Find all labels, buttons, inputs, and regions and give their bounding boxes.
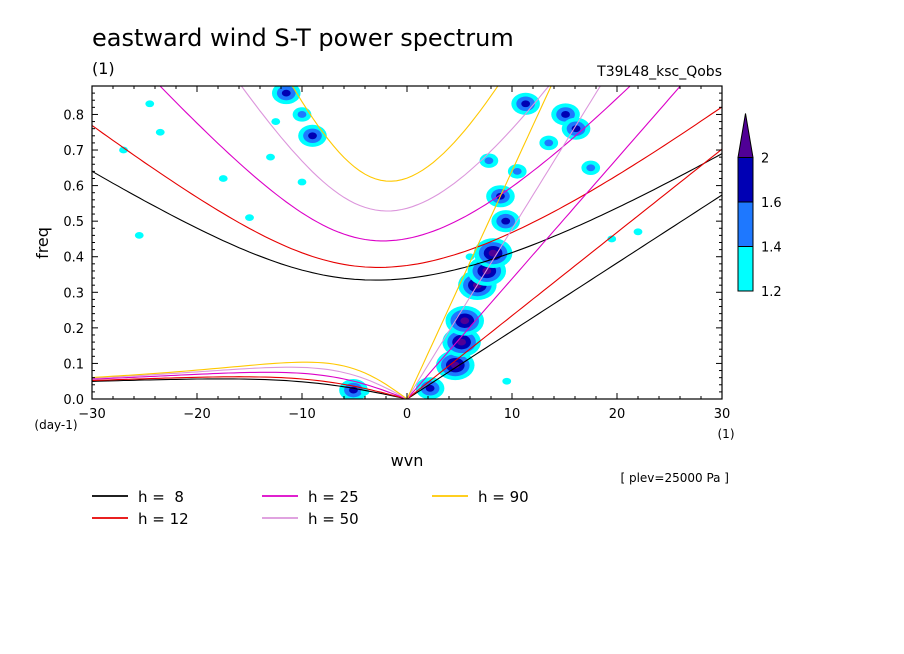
spectral-peak-12-level-2 (281, 89, 291, 97)
spectral-peak-18-level-1 (586, 164, 596, 172)
axis-ticks: −30 −20 −10 0 10 20 30 0.0 0.1 0.2 0.3 0.4 0.5 0.6 0.7… (63, 86, 730, 422)
spectral-peak-5-level-3 (488, 249, 498, 257)
gravity-curve-h90 (291, 86, 499, 182)
kelvin-curve-h25 (406, 86, 682, 399)
spectral-peak-4-level-3 (482, 267, 492, 275)
x-tick-label: 20 (609, 407, 626, 422)
spectral-peak-28-level-0 (297, 178, 307, 186)
legend-label-h90: h = 90 (478, 488, 529, 506)
x-tick-label: 0 (403, 407, 411, 422)
x-unit-label: (1) (718, 427, 735, 441)
spectral-peak-8-level-2 (521, 100, 531, 108)
colorbar-segment-2 (737, 157, 754, 203)
spectral-peak-2-level-3 (460, 317, 470, 325)
legend-label-h50: h = 50 (308, 510, 359, 528)
legend-label-h8: h = 8 (138, 488, 184, 506)
gravity-curve-h25 (159, 86, 631, 242)
x-tick-label: −20 (183, 407, 210, 422)
y-tick-label: 0.3 (63, 286, 84, 301)
spectral-peak-21-level-0 (145, 100, 155, 108)
legend-label-h12: h = 12 (138, 510, 189, 528)
kelvin-curve-h90 (406, 86, 552, 399)
spectral-peak-10-level-2 (571, 125, 581, 133)
spectral-peak-24-level-0 (266, 153, 275, 161)
rossby-curve-h50 (92, 366, 408, 399)
rossby-curve-h12 (92, 376, 408, 399)
spectral-peak-30-level-0 (633, 228, 643, 236)
y-unit-label: (day-1) (34, 418, 77, 432)
kelvin-curve-h8 (406, 194, 722, 399)
spectral-peak-23-level-0 (119, 146, 128, 154)
rossby-curve-h25 (92, 371, 408, 399)
y-tick-label: 0.7 (63, 144, 84, 159)
spectral-peak-32-level-0 (502, 377, 512, 385)
y-tick-label: 0.5 (63, 215, 84, 230)
pressure-level-label: [ plev=25000 Pa ] (620, 471, 729, 485)
rossby-curve-h90 (92, 361, 408, 399)
spectral-peak-16-level-1 (512, 167, 522, 175)
kelvin-curve-h12 (406, 148, 722, 399)
x-tick-label: 30 (714, 407, 731, 422)
colorbar: 1.2 1.4 1.6 2 (737, 113, 782, 300)
colorbar-label: 1.2 (761, 285, 782, 300)
y-tick-label: 0.0 (63, 393, 84, 408)
y-tick-label: 0.6 (63, 180, 84, 195)
chart-subtitle: (1) (92, 59, 115, 78)
spectral-peak-29-level-0 (607, 235, 617, 243)
kelvin-curve-h50 (406, 86, 602, 399)
colorbar-overflow-triangle (737, 113, 754, 158)
power-contours (119, 86, 643, 399)
spectral-peak-17-level-1 (544, 139, 554, 147)
spectral-peak-15-level-1 (484, 157, 494, 165)
y-tick-label: 0.4 (63, 251, 84, 266)
y-tick-label: 0.8 (63, 108, 84, 123)
spectral-peak-27-level-0 (245, 214, 254, 222)
spectral-peak-11-level-2 (308, 132, 317, 140)
spectral-peak-25-level-0 (218, 175, 228, 182)
spectral-peak-14-level-2 (425, 384, 435, 392)
colorbar-label: 2 (761, 152, 769, 167)
rossby-curve-h8 (92, 378, 408, 399)
spectral-peak-19-level-1 (297, 111, 307, 118)
x-axis-title: wvn (391, 451, 424, 470)
spectral-peak-22-level-0 (155, 128, 165, 136)
spectral-peak-9-level-2 (561, 111, 570, 118)
model-label: T39L48_ksc_Qobs (596, 64, 722, 80)
gravity-curve-h12 (92, 106, 722, 268)
x-tick-label: −30 (78, 407, 105, 422)
spectral-peak-7-level-2 (501, 217, 511, 225)
y-axis-title: freq (33, 227, 52, 259)
spectral-peak-1-level-3 (457, 338, 466, 346)
gravity-curve-h8 (92, 153, 722, 281)
curve-legend: h = 8 h = 12 h = 25 h = 50 h = 90 (92, 488, 529, 528)
y-tick-label: 0.2 (63, 322, 84, 337)
colorbar-segment-0 (737, 246, 754, 292)
x-tick-label: 10 (504, 407, 521, 422)
colorbar-label: 1.4 (761, 241, 782, 256)
y-tick-label: 0.1 (63, 357, 84, 372)
colorbar-segment-1 (737, 201, 754, 247)
x-tick-label: −10 (288, 407, 315, 422)
colorbar-label: 1.6 (761, 196, 782, 211)
plot-frame (91, 85, 723, 400)
dispersion-curves (92, 86, 722, 399)
gravity-curve-h50 (240, 86, 550, 212)
spectral-peak-20-level-0 (271, 118, 281, 125)
chart-title: eastward wind S-T power spectrum (92, 24, 514, 52)
legend-label-h25: h = 25 (308, 488, 359, 506)
spectral-peak-26-level-0 (134, 231, 144, 239)
